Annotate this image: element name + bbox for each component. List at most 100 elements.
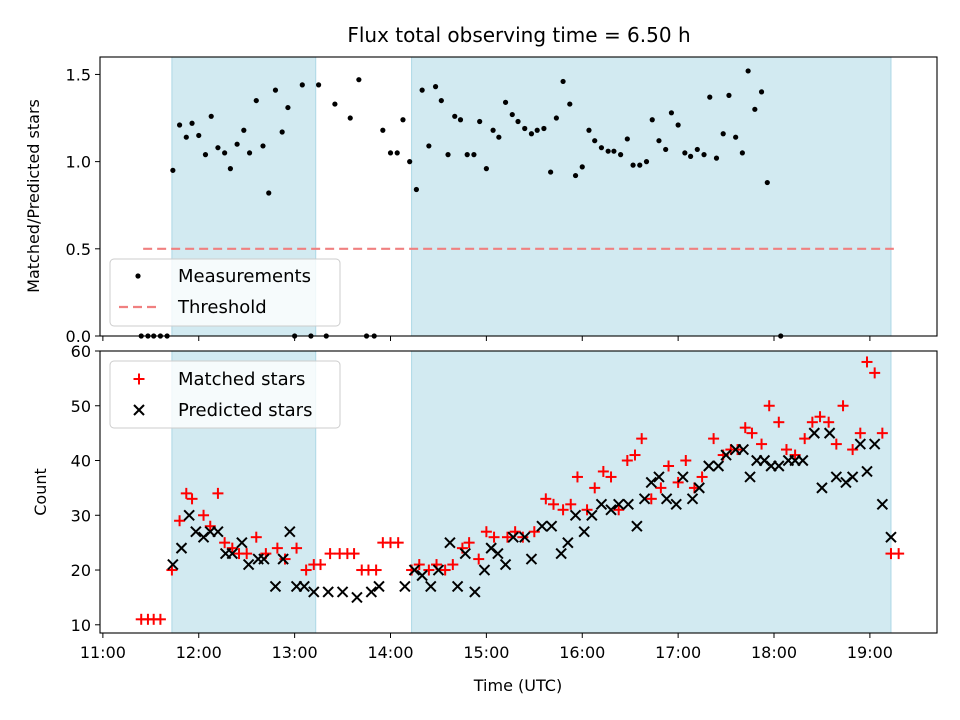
- matched-star-point: [814, 411, 826, 423]
- predicted-star-point: [720, 449, 732, 461]
- measurement-point: [713, 155, 720, 161]
- measurement-point: [490, 127, 496, 133]
- predicted-star-point: [586, 509, 598, 521]
- measurement-point: [739, 150, 745, 156]
- measurement-point: [758, 89, 765, 95]
- measurement-point: [560, 78, 566, 85]
- predicted-star-point: [277, 553, 289, 565]
- predicted-star-point: [507, 531, 519, 543]
- measurement-point: [471, 152, 477, 158]
- bottom-legend-box: [109, 360, 341, 429]
- matched-star-point: [291, 542, 303, 554]
- predicted-star-point: [308, 586, 320, 598]
- matched-star-point: [154, 613, 166, 625]
- matched-star-point: [219, 537, 231, 549]
- measurement-point: [202, 152, 209, 158]
- predicted-star-point: [236, 536, 248, 549]
- measurement-point: [541, 125, 547, 132]
- measurement-point: [445, 152, 451, 158]
- matched-star-point: [869, 367, 881, 379]
- matched-star-point: [581, 504, 593, 516]
- predicted-star-point: [298, 580, 310, 593]
- predicted-star-point: [469, 586, 481, 598]
- predicted-star-point: [562, 536, 574, 549]
- measurement-point: [189, 120, 195, 126]
- xtick-label: 11:00: [80, 643, 126, 662]
- measurement-point: [707, 94, 713, 100]
- predicted-star-point: [645, 476, 657, 489]
- measurement-point: [694, 146, 700, 153]
- predicted-star-point: [861, 465, 873, 478]
- matched-star-point: [392, 537, 404, 549]
- measurement-point: [745, 68, 751, 74]
- matched-star-point: [565, 498, 577, 510]
- predicted-star-point: [578, 525, 590, 538]
- measurement-point: [509, 111, 515, 118]
- measurement-point: [215, 145, 221, 151]
- matched-star-point: [746, 427, 758, 439]
- measurement-point: [586, 127, 592, 133]
- predicted-star-point: [183, 509, 195, 521]
- matched-star-point: [789, 449, 801, 461]
- predicted-star-point: [660, 493, 673, 505]
- measurement-point: [394, 150, 400, 156]
- matched-star-point: [463, 537, 475, 549]
- top-ytick-label: 1.5: [66, 65, 91, 84]
- matched-star-point: [696, 471, 708, 483]
- predicted-star-point: [744, 471, 756, 483]
- predicted-star-point: [519, 531, 531, 543]
- measurement-point: [332, 101, 338, 107]
- measurement-point: [687, 153, 694, 159]
- measurement-point: [176, 122, 183, 128]
- matched-star-point: [186, 493, 198, 505]
- matched-star-point: [204, 520, 216, 532]
- measurement-point: [208, 113, 214, 119]
- measurement-point: [643, 159, 650, 165]
- matched-star-point: [732, 444, 744, 456]
- predicted-star-point: [478, 564, 491, 576]
- measurement-point: [572, 172, 579, 179]
- measurement-point: [598, 145, 605, 151]
- predicted-star-point: [631, 520, 643, 532]
- predicted-star-point: [595, 498, 608, 511]
- matched-star-point: [370, 564, 382, 576]
- matched-star-point: [773, 416, 785, 428]
- matched-star-point: [413, 559, 425, 571]
- matched-star-point: [861, 356, 873, 368]
- measurement-point: [483, 166, 489, 172]
- matched-star-point: [806, 416, 818, 428]
- matched-star-point: [629, 449, 641, 461]
- top-ytick-label: 0.0: [66, 327, 91, 346]
- measurement-point: [701, 152, 707, 158]
- bottom-ytick-label: 30: [71, 506, 91, 525]
- matched-star-point: [198, 509, 210, 521]
- measurement-point: [464, 152, 470, 158]
- matched-star-point: [241, 548, 253, 560]
- measurement-point: [234, 141, 240, 147]
- predicted-star-point: [686, 493, 699, 505]
- measurement-point: [515, 118, 521, 125]
- matched-star-point: [823, 416, 835, 428]
- predicted-star-point: [167, 558, 179, 571]
- predicted-star-point: [797, 454, 809, 467]
- matched-star-point: [756, 438, 768, 450]
- predicted-star-point: [269, 580, 282, 593]
- predicted-star-point: [190, 525, 202, 538]
- measurement-point: [279, 129, 285, 135]
- predicted-star-point: [416, 569, 428, 582]
- predicted-star-point: [408, 564, 421, 576]
- measurement-point: [605, 148, 611, 154]
- bottom-ytick-label: 50: [71, 397, 91, 416]
- measurement-point: [611, 148, 617, 154]
- measurement-point: [400, 117, 406, 123]
- matched-star-point: [517, 531, 529, 543]
- matched-star-point: [830, 438, 842, 450]
- predicted-star-point: [399, 580, 411, 593]
- measurement-point: [663, 146, 669, 153]
- matched-star-point: [212, 487, 224, 499]
- matched-star-point: [547, 498, 559, 510]
- matched-star-point: [680, 455, 692, 467]
- measurement-point: [534, 127, 540, 133]
- matched-star-point: [799, 433, 811, 445]
- measurement-point: [720, 131, 726, 137]
